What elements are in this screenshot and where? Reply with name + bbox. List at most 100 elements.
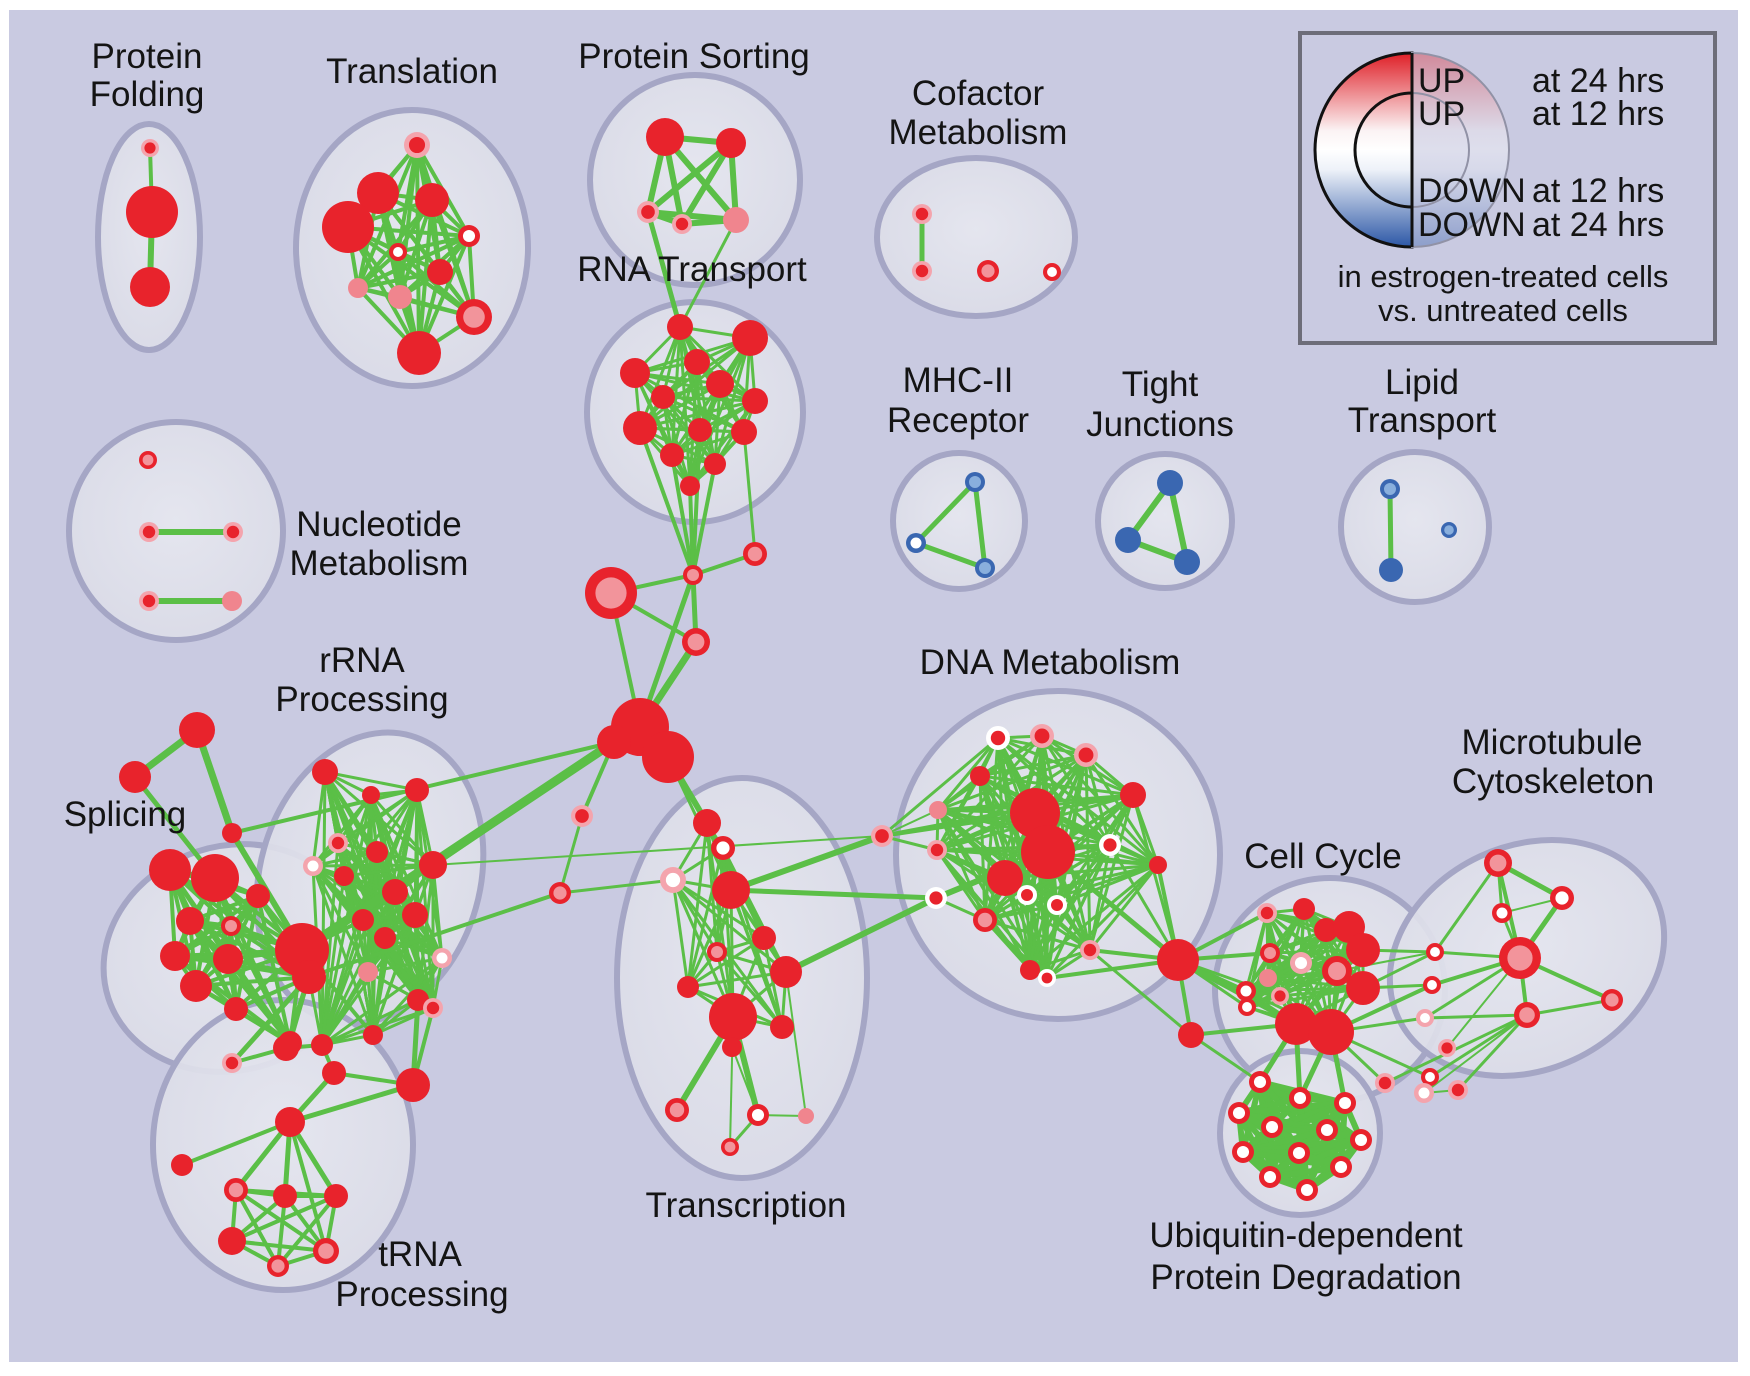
legend-caption-line1: in estrogen-treated cells <box>1338 259 1669 294</box>
node-sph2 <box>292 960 326 994</box>
node-cf3 <box>977 260 999 282</box>
edge-rt6-rt7 <box>661 395 757 403</box>
edge-mh1-mh2 <box>913 479 978 546</box>
node-tj1 <box>1157 470 1183 496</box>
edge-rt11-c1 <box>670 453 695 577</box>
node-tc11 <box>722 1037 742 1057</box>
node-br2 <box>925 887 947 909</box>
edge-dm11-dm15 <box>1088 863 1160 952</box>
edge-rr13-rr14 <box>366 956 444 974</box>
node-rt5 <box>706 370 734 398</box>
node-mh2 <box>906 533 926 553</box>
node-mt5 <box>1514 1002 1540 1028</box>
node-sp2 <box>191 854 239 902</box>
edge-rr8-rr17 <box>342 874 375 1037</box>
node-ub12 <box>1296 1179 1318 1201</box>
node-rt6 <box>651 385 675 409</box>
node-tc13 <box>747 1104 769 1126</box>
edge-tc9-tc14 <box>785 971 807 1117</box>
edge-tc11-tc13 <box>731 1046 759 1116</box>
node-lc2 <box>549 882 571 904</box>
edge-rt3-rt10 <box>633 371 746 434</box>
edge-mh2-mh3 <box>913 540 988 571</box>
edge-dm11-dm13 <box>983 863 1160 922</box>
legend-inner-circle-right <box>1411 92 1470 208</box>
edge-rt7-rt8 <box>638 399 757 430</box>
node-nu2 <box>139 522 159 542</box>
node-cc12 <box>1271 987 1289 1005</box>
node-tr3 <box>322 1061 346 1085</box>
edge-tri1-tri3 <box>193 726 236 837</box>
node-ub1 <box>1249 1071 1271 1093</box>
edge-dm1-dm5 <box>936 736 1000 812</box>
edge-dm10-dm16 <box>1028 843 1112 972</box>
node-ps5 <box>723 207 749 233</box>
node-lp2 <box>1379 558 1403 582</box>
node-tc7 <box>677 976 699 998</box>
node-mt2 <box>1550 886 1574 910</box>
node-tr5 <box>275 1107 305 1137</box>
cluster-label-microtubule-line1: Microtubule <box>1462 723 1643 762</box>
node-t1 <box>404 132 430 158</box>
edge-rr3-rr6 <box>375 788 419 854</box>
node-ub11 <box>1259 1166 1281 1188</box>
node-rr4 <box>328 833 348 853</box>
edge-t5-t6 <box>396 234 471 254</box>
node-ub8 <box>1232 1141 1254 1163</box>
node-rr12 <box>374 927 396 949</box>
node-tr8 <box>273 1184 297 1208</box>
node-dm13 <box>973 908 997 932</box>
node-mt3 <box>1492 903 1512 923</box>
node-ub7 <box>1350 1129 1372 1151</box>
node-mt6 <box>1601 989 1623 1011</box>
node-lc1 <box>571 805 593 827</box>
node-tc2 <box>711 836 735 860</box>
node-tc5 <box>752 926 776 950</box>
node-tc1 <box>693 809 721 837</box>
node-tc8 <box>709 993 757 1041</box>
edge-rt12-c1 <box>691 462 717 577</box>
edge-dm13-dm14 <box>983 903 1059 922</box>
edge-dm12-dm15 <box>1025 893 1092 952</box>
edge-rr14-rr17 <box>371 956 444 1037</box>
edge-rt8-c1 <box>638 426 695 577</box>
node-rr8 <box>334 866 354 886</box>
node-t4 <box>322 201 374 253</box>
node-rt9 <box>688 418 712 442</box>
node-cc5 <box>1346 933 1380 967</box>
edge-bl1-mt5 <box>1383 1013 1529 1085</box>
node-c4 <box>682 628 710 656</box>
node-sp5 <box>221 916 241 936</box>
node-l4 <box>1438 1039 1456 1057</box>
node-cc2 <box>1293 898 1315 920</box>
edge-tr9-tr10 <box>230 1194 338 1243</box>
node-tc12 <box>665 1098 689 1122</box>
cluster-label-tight-junctions-line1: Tight <box>1122 365 1199 404</box>
node-cc3 <box>1314 918 1338 942</box>
legend-direction-3: DOWN <box>1418 172 1526 210</box>
node-t11 <box>397 331 441 375</box>
edge-tr10-tr12 <box>230 1239 328 1253</box>
edge-rr14-rr18 <box>320 956 444 1047</box>
edge-ps2-ps3 <box>645 140 734 215</box>
node-tc10 <box>770 1015 794 1039</box>
node-cc10 <box>1259 969 1277 987</box>
edge-dm7-dm15 <box>1088 793 1135 952</box>
node-dm4 <box>970 766 990 786</box>
edge-rr8-rr18 <box>320 874 346 1047</box>
node-tc15 <box>721 1138 739 1156</box>
node-rr5 <box>303 856 323 876</box>
edge-lc2-sph2 <box>307 891 562 979</box>
edge-dm18-dm10 <box>1108 843 1180 962</box>
cluster-label-ubiquitin-line2: Protein Degradation <box>1150 1258 1461 1297</box>
graph-edges <box>131 134 1614 1268</box>
cluster-label-dna-metabolism-line1: DNA Metabolism <box>920 643 1181 682</box>
node-tri1 <box>179 712 215 748</box>
node-tj2 <box>1115 527 1141 553</box>
edge-mh1-mh3 <box>972 479 988 571</box>
node-dm7 <box>1120 782 1146 808</box>
node-lp1 <box>1380 479 1400 499</box>
node-rt3 <box>620 358 650 388</box>
legend-time-4: at 24 hrs <box>1532 206 1664 244</box>
